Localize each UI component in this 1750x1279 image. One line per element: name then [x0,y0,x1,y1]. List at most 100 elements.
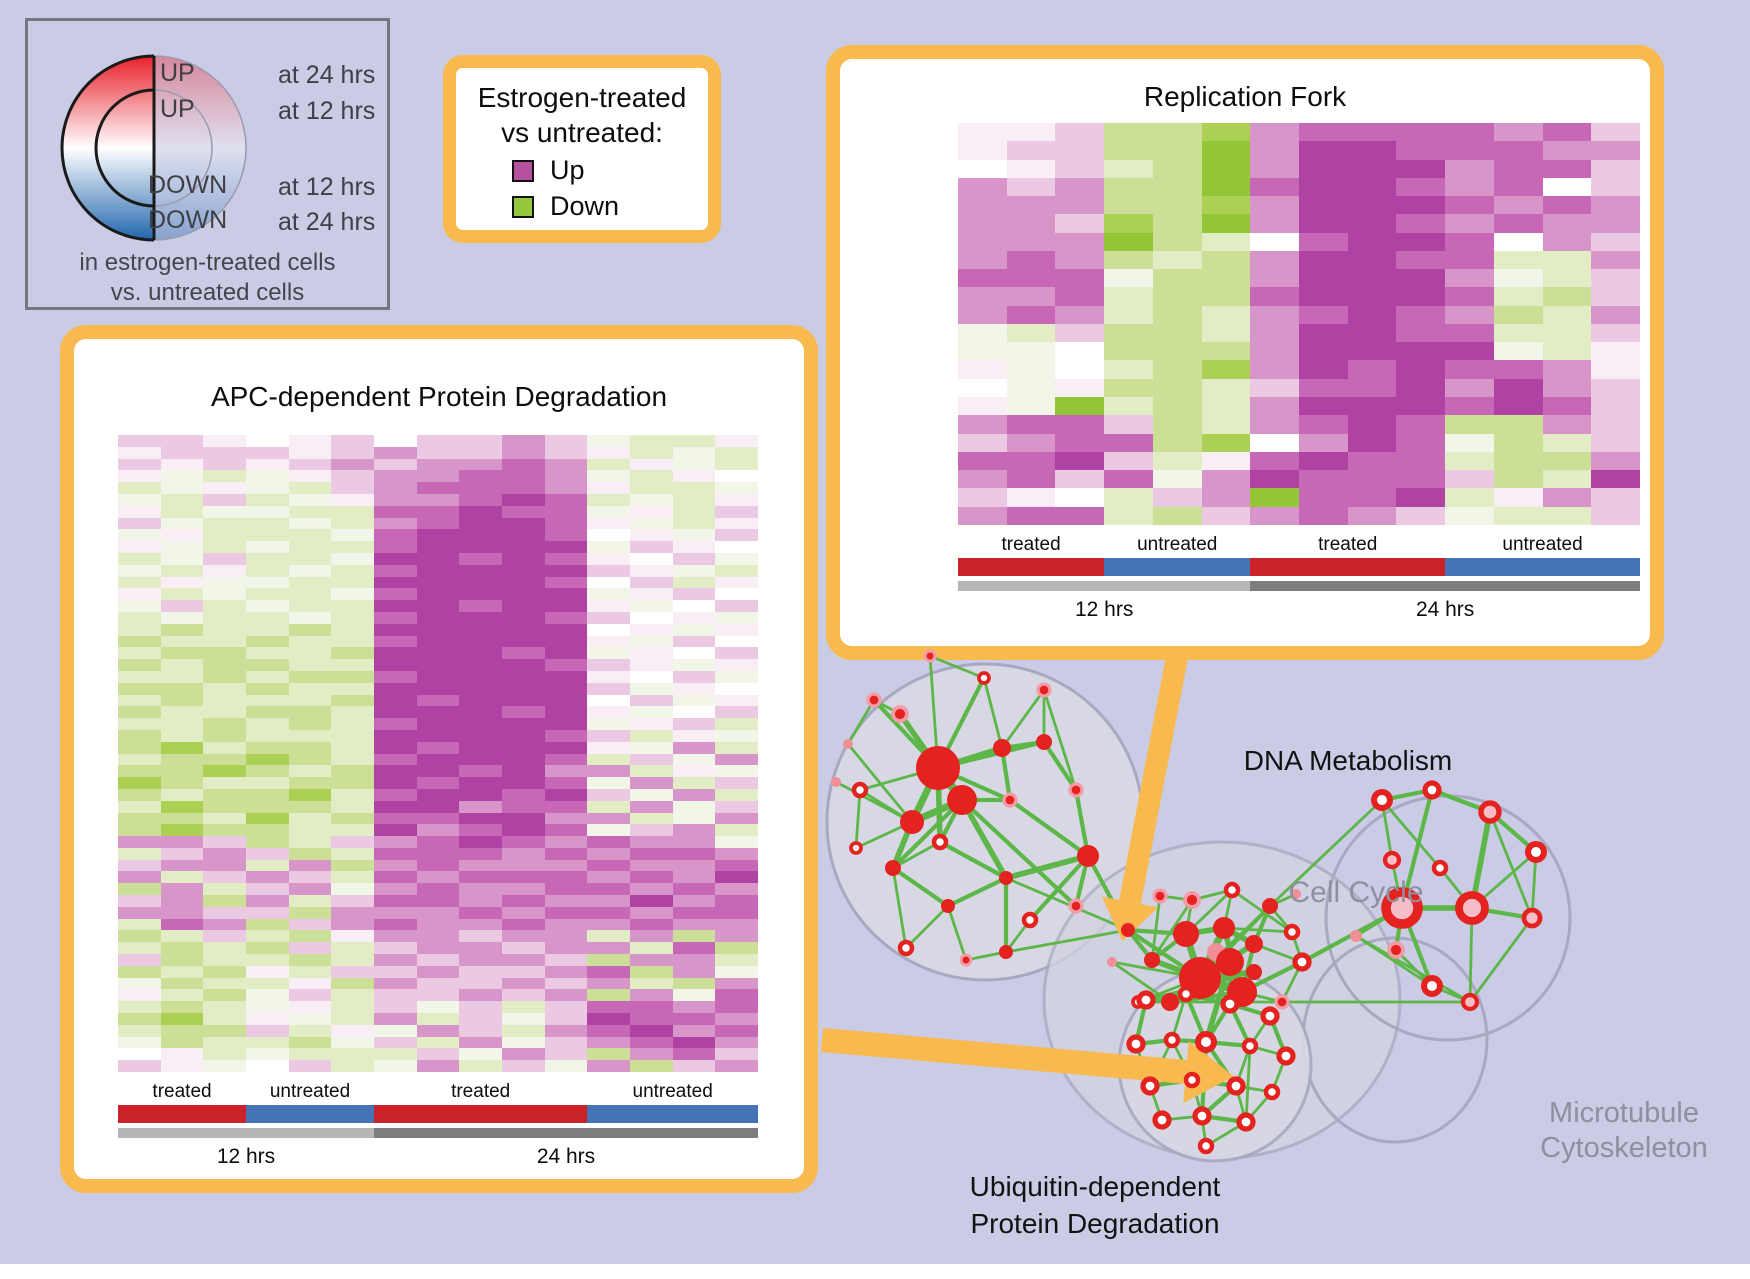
network-edge [891,798,964,870]
gene-node-pale [1107,957,1117,967]
heatmap-row [118,588,759,601]
network-edge [934,765,966,803]
network-edge [1223,926,1293,934]
network-edge [1148,1039,1174,1087]
network-edge [1185,925,1225,937]
network-edge [1042,740,1078,792]
gene-node-solid [1161,993,1179,1011]
rf-heatmap [958,123,1641,525]
gene-node-solid [1179,957,1221,999]
heatmap-row [118,1001,759,1014]
heatmap-row [118,883,759,896]
network-edge [1244,1091,1274,1123]
apc-heatmap-axis: treated untreated treated untreated 12 hrs 24… [118,1081,758,1169]
heatmap-row [118,458,759,471]
heatmap-row [118,989,759,1002]
heatmap-row [118,482,759,494]
heatmap-row [958,506,1641,525]
network-edge [1393,907,1405,951]
apc-heatmap [118,435,759,1073]
gene-node-ring [1223,881,1241,899]
time-label: 12 hrs [216,1145,276,1168]
time-bar-segment [118,1128,374,1138]
network-edge [938,799,964,843]
cluster-sub-ellipse [1301,936,1489,1144]
heatmap-row [958,378,1641,397]
gene-node-pink-ring [1152,888,1168,904]
rf-condition-bar [958,558,1640,576]
cluster-cell-cycle [1042,840,1402,1160]
network-edge [1126,928,1154,962]
heatmap-row [958,269,1641,288]
condition-bar-segment [1104,558,1251,576]
heatmap-row [958,123,1641,142]
gene-node-ring [1183,1071,1201,1089]
network-edge [1431,788,1491,814]
gene-node-pale [831,777,841,787]
heatmap-row [118,824,759,837]
gene-node-ring [1283,923,1301,941]
rf-panel-title: Replication Fork [1143,81,1347,112]
network-edge [1073,789,1091,857]
heatmap-row [118,470,759,483]
heatmap-row [118,942,759,955]
network-edge [947,876,1007,908]
cluster-label: Protein Degradation [970,1208,1219,1239]
gene-node-solid [1213,917,1235,939]
arrow-head-icon [1183,1040,1234,1104]
heatmap-row [958,214,1641,233]
rf-heatmap-axis: treated untreated treated untreated 12 hrs 24… [958,534,1640,622]
gene-node-ring [851,781,869,799]
network-edge [1073,855,1091,907]
heatmap-row [118,954,759,966]
condition-bar-segment [958,558,1105,576]
down-label: Down [550,191,620,221]
network-edge [1269,798,1383,908]
network-edge [1111,960,1171,1004]
network-edge [1248,1015,1272,1047]
gene-node-solid [1216,948,1244,976]
network-edge [1151,957,1201,981]
gene-node-pink-center [1381,887,1423,929]
heatmap-row [958,415,1641,434]
network-edge [1268,1015,1288,1057]
network-edge [1198,974,1244,996]
network-edge [846,699,876,745]
network-edge [1241,960,1303,994]
heatmap-row [118,564,759,577]
gene-node-ring [1177,985,1195,1003]
gene-node-solid [1262,898,1278,914]
gene-node-solid [993,739,1011,757]
network-edge [835,780,913,824]
network-edge [1471,850,1537,910]
gene-node-solid [1227,977,1257,1007]
time-label: 12 hrs [1074,598,1134,621]
gene-node-ring [1163,1031,1181,1049]
rf-time-labels: 12 hrs 24 hrs [958,598,1640,622]
network-edge [937,745,1003,771]
gene-node-pink-center [1460,992,1480,1012]
legend-down-24-word: DOWN [148,206,228,234]
gene-node-pale [843,739,853,749]
condition-label: untreated [1502,534,1583,555]
network-edge [1235,1084,1273,1094]
network-edge [1355,934,1433,988]
network-edge [1488,810,1538,854]
network-edge [1269,892,1297,908]
apc-time-labels: 12 hrs 24 hrs [118,1145,758,1169]
heatmap-row [118,647,759,660]
heatmap-row [958,141,1641,160]
updown-time-legend: UP at 24 hrs UP at 12 hrs DOWN at 12 hrs… [25,18,390,310]
network-edge [1137,970,1255,1004]
cluster-label: Cytoskeleton [1540,1132,1708,1164]
apc-panel-title: APC-dependent Protein Degradation [210,381,668,412]
network-edge [1200,1115,1208,1147]
legend-down-24-time: at 24 hrs [278,208,376,236]
color-key-down-row: Down [512,191,708,222]
heatmap-row [118,1060,759,1073]
network-edge [891,867,908,949]
heatmap-row [118,1036,759,1049]
network-edge [1214,951,1244,993]
network-edge [1431,984,1471,1004]
